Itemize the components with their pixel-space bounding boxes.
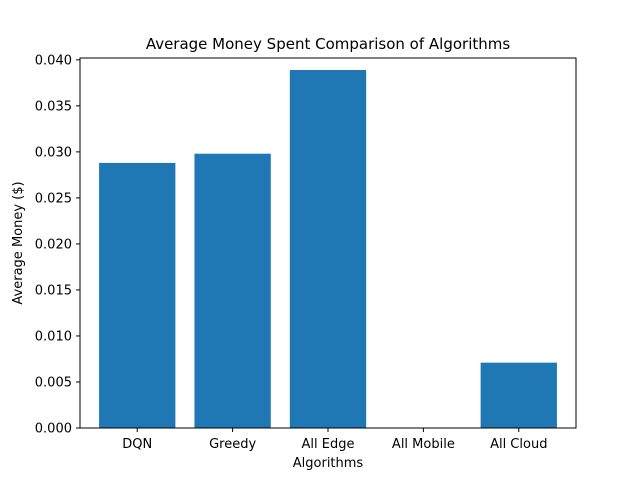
x-tick-label: Greedy bbox=[209, 437, 256, 452]
x-tick-label: All Mobile bbox=[392, 437, 455, 452]
bar-greedy bbox=[194, 153, 271, 429]
chart-title: Average Money Spent Comparison of Algori… bbox=[146, 35, 511, 53]
y-tick-label: 0.035 bbox=[35, 99, 72, 114]
x-axis: DQN Greedy All Edge All Mobile All Cloud bbox=[122, 428, 547, 452]
plot-frame bbox=[79, 57, 577, 429]
bar-all-edge bbox=[289, 69, 367, 428]
y-tick-label: 0.010 bbox=[35, 329, 72, 344]
x-tick-label: DQN bbox=[122, 437, 152, 452]
y-tick-label: 0.000 bbox=[35, 422, 72, 437]
y-tick-label: 0.005 bbox=[35, 375, 72, 390]
y-tick-label: 0.020 bbox=[35, 237, 72, 252]
y-tick-label: 0.030 bbox=[35, 145, 72, 160]
y-axis: 0.000 0.005 0.010 0.015 0.020 0.025 0.030 0.035… bbox=[35, 53, 80, 437]
x-tick-label: All Cloud bbox=[490, 437, 547, 452]
y-tick-label: 0.015 bbox=[35, 283, 72, 298]
bar-all-cloud bbox=[480, 362, 557, 428]
x-tick-label: All Edge bbox=[302, 437, 355, 452]
y-axis-label: Average Money ($) bbox=[11, 181, 26, 304]
y-tick-label: 0.040 bbox=[35, 53, 72, 68]
bar-dqn bbox=[99, 162, 176, 429]
x-axis-label: Algorithms bbox=[293, 456, 364, 471]
y-tick-label: 0.025 bbox=[35, 191, 72, 206]
bars-group bbox=[99, 69, 557, 429]
